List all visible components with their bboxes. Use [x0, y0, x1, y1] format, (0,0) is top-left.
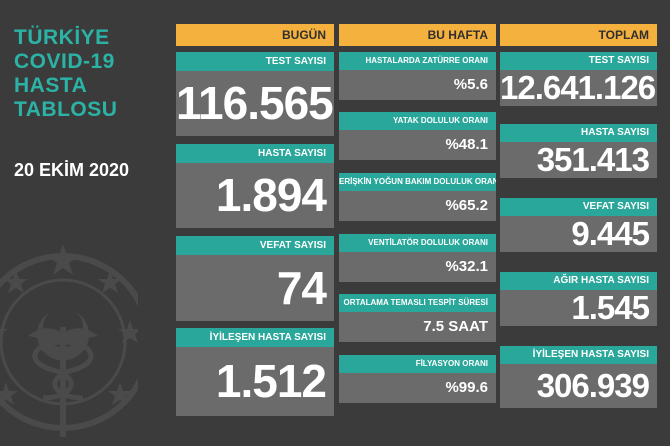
- stat-label: YATAK DOLULUK ORANI: [339, 112, 496, 130]
- stat-value: 116.565: [176, 71, 334, 136]
- stat-card: HASTA SAYISI 1.894: [176, 144, 334, 228]
- stat-card: İYİLEŞEN HASTA SAYISI 1.512: [176, 328, 334, 416]
- stat-card: HASTA SAYISI 351.413: [500, 124, 657, 178]
- title-line: TÜRKİYE: [14, 26, 110, 49]
- stat-label: VEFAT SAYISI: [176, 236, 334, 255]
- title-line: TABLOSU: [14, 98, 118, 121]
- stat-value: %48.1: [339, 130, 496, 160]
- stat-label: İYİLEŞEN HASTA SAYISI: [500, 346, 657, 364]
- stat-card: AĞIR HASTA SAYISI 1.545: [500, 272, 657, 326]
- today-header: BUGÜN: [176, 24, 334, 46]
- stat-card: ERİŞKİN YOĞUN BAKIM DOLULUK ORANI %65.2: [339, 173, 496, 221]
- stat-label: ERİŞKİN YOĞUN BAKIM DOLULUK ORANI: [339, 173, 496, 191]
- stat-card: HASTALARDA ZATÜRRE ORANI %5.6: [339, 52, 496, 100]
- stat-card: İYİLEŞEN HASTA SAYISI 306.939: [500, 346, 657, 408]
- stat-value: 306.939: [500, 364, 657, 408]
- stat-label: HASTA SAYISI: [500, 124, 657, 142]
- stat-card: TEST SAYISI 12.641.126: [500, 52, 657, 106]
- stat-value: 74: [176, 255, 334, 321]
- health-ministry-emblem-icon: [0, 244, 138, 437]
- stat-value: %65.2: [339, 191, 496, 221]
- title-line: COVID-19: [14, 50, 115, 73]
- stat-card: VENTİLATÖR DOLULUK ORANI %32.1: [339, 234, 496, 282]
- stat-label: AĞIR HASTA SAYISI: [500, 272, 657, 290]
- stat-label: VEFAT SAYISI: [500, 198, 657, 216]
- stat-value: 1.894: [176, 163, 334, 228]
- stat-card: ORTALAMA TEMASLI TESPİT SÜRESİ 7.5 SAAT: [339, 294, 496, 342]
- stat-value: %32.1: [339, 252, 496, 282]
- stat-card: VEFAT SAYISI 9.445: [500, 198, 657, 252]
- stat-value: 12.641.126: [500, 69, 657, 106]
- stat-label: İYİLEŞEN HASTA SAYISI: [176, 328, 334, 347]
- stat-card: FİLYASYON ORANI %99.6: [339, 355, 496, 403]
- stat-label: FİLYASYON ORANI: [339, 355, 496, 373]
- total-column: TOPLAM TEST SAYISI 12.641.126 HASTA SAYI…: [500, 24, 657, 416]
- stat-label: VENTİLATÖR DOLULUK ORANI: [339, 234, 496, 252]
- stat-card: TEST SAYISI 116.565: [176, 52, 334, 136]
- page-title: TÜRKİYE COVID-19 HASTA TABLOSU: [14, 26, 164, 122]
- title-line: HASTA: [14, 74, 88, 97]
- stat-value: 1.512: [176, 347, 334, 416]
- stat-value: 351.413: [500, 142, 657, 178]
- stat-label: TEST SAYISI: [176, 52, 334, 71]
- today-column: BUGÜN TEST SAYISI 116.565 HASTA SAYISI 1…: [176, 24, 334, 416]
- stat-value: 7.5 SAAT: [339, 312, 496, 342]
- stat-label: ORTALAMA TEMASLI TESPİT SÜRESİ: [339, 294, 496, 312]
- report-date: 20 EKİM 2020: [14, 160, 130, 180]
- stat-value: 9.445: [500, 216, 657, 252]
- stat-label: HASTALARDA ZATÜRRE ORANI: [339, 52, 496, 70]
- stat-label: TEST SAYISI: [500, 52, 657, 70]
- stat-value: %5.6: [339, 70, 496, 100]
- stat-label: HASTA SAYISI: [176, 144, 334, 163]
- stat-value: %99.6: [339, 373, 496, 403]
- total-header: TOPLAM: [500, 24, 657, 46]
- this-week-header: BU HAFTA: [339, 24, 496, 46]
- stat-value: 1.545: [500, 290, 657, 326]
- stat-card: VEFAT SAYISI 74: [176, 236, 334, 321]
- stat-card: YATAK DOLULUK ORANI %48.1: [339, 112, 496, 160]
- this-week-column: BU HAFTA HASTALARDA ZATÜRRE ORANI %5.6 Y…: [339, 24, 496, 416]
